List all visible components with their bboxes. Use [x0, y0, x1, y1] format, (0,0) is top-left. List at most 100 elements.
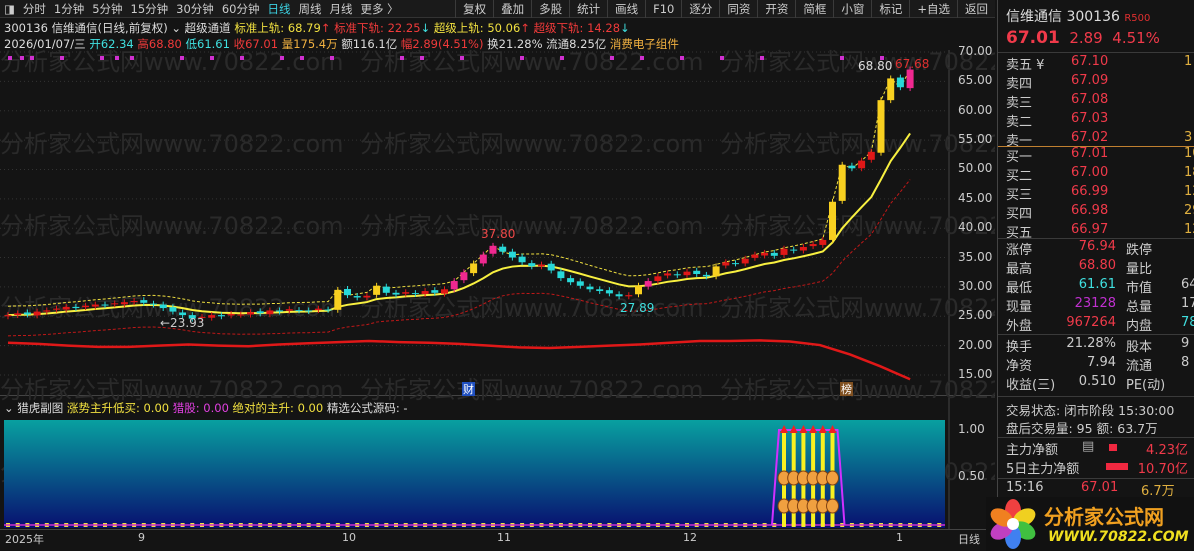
y-tick: 55.00 [958, 132, 993, 147]
stat-value: 64 [1181, 277, 1194, 292]
candle-body [722, 262, 730, 266]
period-tab[interactable]: 5分钟 [92, 1, 123, 16]
price-change: 2.89 [1069, 29, 1103, 47]
toolbar-button[interactable]: +自选 [909, 0, 957, 18]
candle-body [450, 281, 458, 290]
period-tab[interactable]: 60分钟 [221, 1, 260, 16]
toolbar-button[interactable]: 同资 [719, 0, 757, 18]
sub-chart-title[interactable]: 猎虎副图 [17, 401, 64, 415]
candle-body [33, 311, 41, 316]
row-label: 买二 [1006, 169, 1033, 184]
candle-body [809, 244, 817, 247]
ask-row: 卖一 67.02 3 [1006, 130, 1194, 149]
y-tick: 65.00 [958, 73, 993, 88]
toolbar-button[interactable]: 画线 [607, 0, 645, 18]
std-upper-value: 标准上轨: 68.79 [234, 21, 321, 35]
panel-divider [0, 395, 995, 396]
toolbar-button[interactable]: 多股 [531, 0, 569, 18]
candle-body [489, 245, 497, 254]
panel-toggle-icon[interactable]: ◨ [4, 1, 15, 16]
toolbar-button[interactable]: 开资 [757, 0, 795, 18]
watermark: 分析家公式网www.70822.com [0, 376, 344, 404]
tick-price: 67.01 [1081, 480, 1119, 495]
toolbar-button[interactable]: 标记 [871, 0, 909, 18]
tick-time: 15:16 [1006, 480, 1044, 495]
x-tick: 1 [896, 531, 903, 544]
period-tab[interactable]: 更多 〉 [360, 1, 399, 16]
row-label: 卖五 ¥ [1006, 58, 1045, 73]
amount: 额116.1亿 [341, 37, 398, 51]
candle-body [72, 306, 80, 309]
candle-body [324, 309, 332, 311]
period-tab[interactable]: 分时 [22, 1, 46, 16]
ask-row: 卖三 67.08 [1006, 92, 1194, 111]
flow-bar [1109, 444, 1117, 451]
candle-body [382, 286, 390, 293]
candle-body [586, 286, 594, 290]
super-upper-value: 超级上轨: 50.06 [433, 21, 521, 35]
candle-body [373, 285, 381, 295]
watermark: 分析家公式网www.70822.com [0, 130, 344, 158]
candle-body [198, 316, 206, 318]
sector[interactable]: 消费电子组件 [609, 37, 679, 51]
candle-body [547, 263, 555, 271]
period-tab[interactable]: 1分钟 [53, 1, 85, 16]
candle-body [441, 289, 448, 294]
toolbar-button[interactable]: 统计 [569, 0, 607, 18]
price-pct: 4.51% [1112, 29, 1160, 47]
indicator-dropdown-icon[interactable]: ⌄ [171, 21, 181, 35]
arrow-up-icon [828, 425, 837, 433]
x-tick[interactable]: 日线 [958, 533, 980, 546]
candle-body [217, 315, 225, 317]
ma-line [7, 132, 911, 317]
toolbar-button[interactable]: 返回 [957, 0, 995, 18]
indicator-name[interactable]: 超级通道 [184, 21, 231, 35]
candle-body [664, 273, 672, 276]
row-price: 67.10 [1071, 54, 1109, 69]
lower-band-line [7, 179, 911, 337]
stat-label: 总量 [1126, 300, 1153, 315]
period-tab[interactable]: 月线 [329, 1, 353, 16]
fund-flow-row: 主力净额 ▤ 4.23亿 [1006, 439, 1194, 458]
candle-body [188, 315, 196, 319]
candle-body [23, 312, 31, 315]
period-tab[interactable]: 日线 [267, 1, 291, 16]
candle-body [53, 308, 60, 310]
signal-marker [400, 56, 404, 60]
candle-body [518, 256, 526, 263]
toolbar-button[interactable]: 叠加 [493, 0, 531, 18]
signal-marker [680, 56, 684, 60]
toolbar-button[interactable]: F10 [645, 0, 681, 18]
row-label: 买四 [1006, 207, 1033, 222]
top-close-label: 67.68 [895, 57, 929, 71]
x-axis-line [0, 529, 995, 530]
ask-row: 卖五 ¥ 67.10 1 [1006, 54, 1194, 73]
toolbar-button[interactable]: 小窗 [833, 0, 871, 18]
candle-body [314, 308, 322, 311]
candle-body [179, 312, 187, 316]
toolbar-button[interactable]: 简框 [795, 0, 833, 18]
super-lower-value: 超级下轨: 14.28 [533, 21, 621, 35]
period-tab[interactable]: 15分钟 [130, 1, 169, 16]
kline-chart[interactable]: 分析家公式网www.70822.com 分析家公式网www.70822.com 分析… [0, 0, 995, 551]
fund-flow-row: 5日主力净额 10.70亿 [1006, 458, 1194, 477]
super-lower-line [7, 339, 911, 381]
period-tab[interactable]: 周线 [298, 1, 322, 16]
signal-marker [460, 56, 464, 60]
stat-label: 跌停 [1126, 243, 1153, 258]
toolbar-button[interactable]: 复权 [455, 0, 493, 18]
candle-body [411, 293, 419, 295]
stat-value: 7.94 [1087, 355, 1116, 370]
candle-body [169, 307, 177, 312]
candle-body [120, 302, 128, 305]
stat-value: 967264 [1066, 315, 1116, 330]
sub-dropdown-icon[interactable]: ⌄ [4, 401, 14, 415]
toolbar-button[interactable]: 逐分 [681, 0, 719, 18]
candle-body [896, 77, 904, 88]
y-tick: 70.00 [958, 44, 993, 58]
watermark: 分析家公式网www.70822.com [720, 48, 995, 76]
candle-body [101, 304, 109, 306]
list-icon[interactable]: ▤ [1082, 439, 1095, 454]
period-tab[interactable]: 30分钟 [176, 1, 214, 16]
candle-body [877, 100, 885, 153]
